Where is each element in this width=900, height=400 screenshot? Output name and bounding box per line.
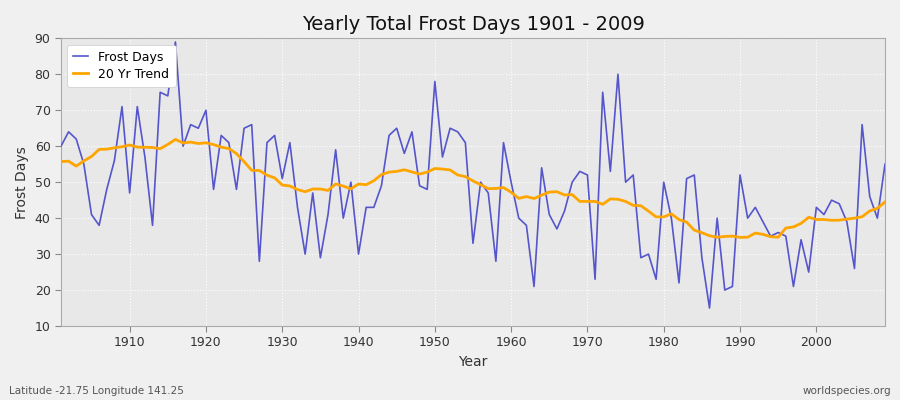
Frost Days bbox=[292, 205, 303, 210]
Frost Days bbox=[704, 306, 715, 310]
Text: worldspecies.org: worldspecies.org bbox=[803, 386, 891, 396]
Y-axis label: Frost Days: Frost Days bbox=[15, 146, 29, 218]
20 Yr Trend bbox=[117, 144, 128, 149]
Legend: Frost Days, 20 Yr Trend: Frost Days, 20 Yr Trend bbox=[68, 44, 176, 87]
Frost Days bbox=[170, 40, 181, 44]
20 Yr Trend bbox=[506, 190, 517, 195]
Frost Days bbox=[117, 104, 128, 109]
Line: Frost Days: Frost Days bbox=[61, 42, 885, 308]
Frost Days bbox=[879, 162, 890, 166]
20 Yr Trend bbox=[734, 235, 745, 240]
X-axis label: Year: Year bbox=[458, 355, 488, 369]
20 Yr Trend bbox=[605, 196, 616, 201]
20 Yr Trend bbox=[338, 184, 348, 188]
20 Yr Trend bbox=[513, 196, 524, 201]
Line: 20 Yr Trend: 20 Yr Trend bbox=[61, 139, 885, 237]
Frost Days bbox=[338, 216, 348, 220]
Text: Latitude -21.75 Longitude 141.25: Latitude -21.75 Longitude 141.25 bbox=[9, 386, 184, 396]
Frost Days bbox=[513, 216, 524, 220]
Title: Yearly Total Frost Days 1901 - 2009: Yearly Total Frost Days 1901 - 2009 bbox=[302, 15, 644, 34]
Frost Days bbox=[605, 169, 616, 174]
Frost Days bbox=[56, 144, 67, 149]
20 Yr Trend bbox=[292, 187, 303, 192]
20 Yr Trend bbox=[879, 200, 890, 204]
20 Yr Trend bbox=[170, 137, 181, 142]
Frost Days bbox=[506, 180, 517, 184]
20 Yr Trend bbox=[56, 159, 67, 164]
